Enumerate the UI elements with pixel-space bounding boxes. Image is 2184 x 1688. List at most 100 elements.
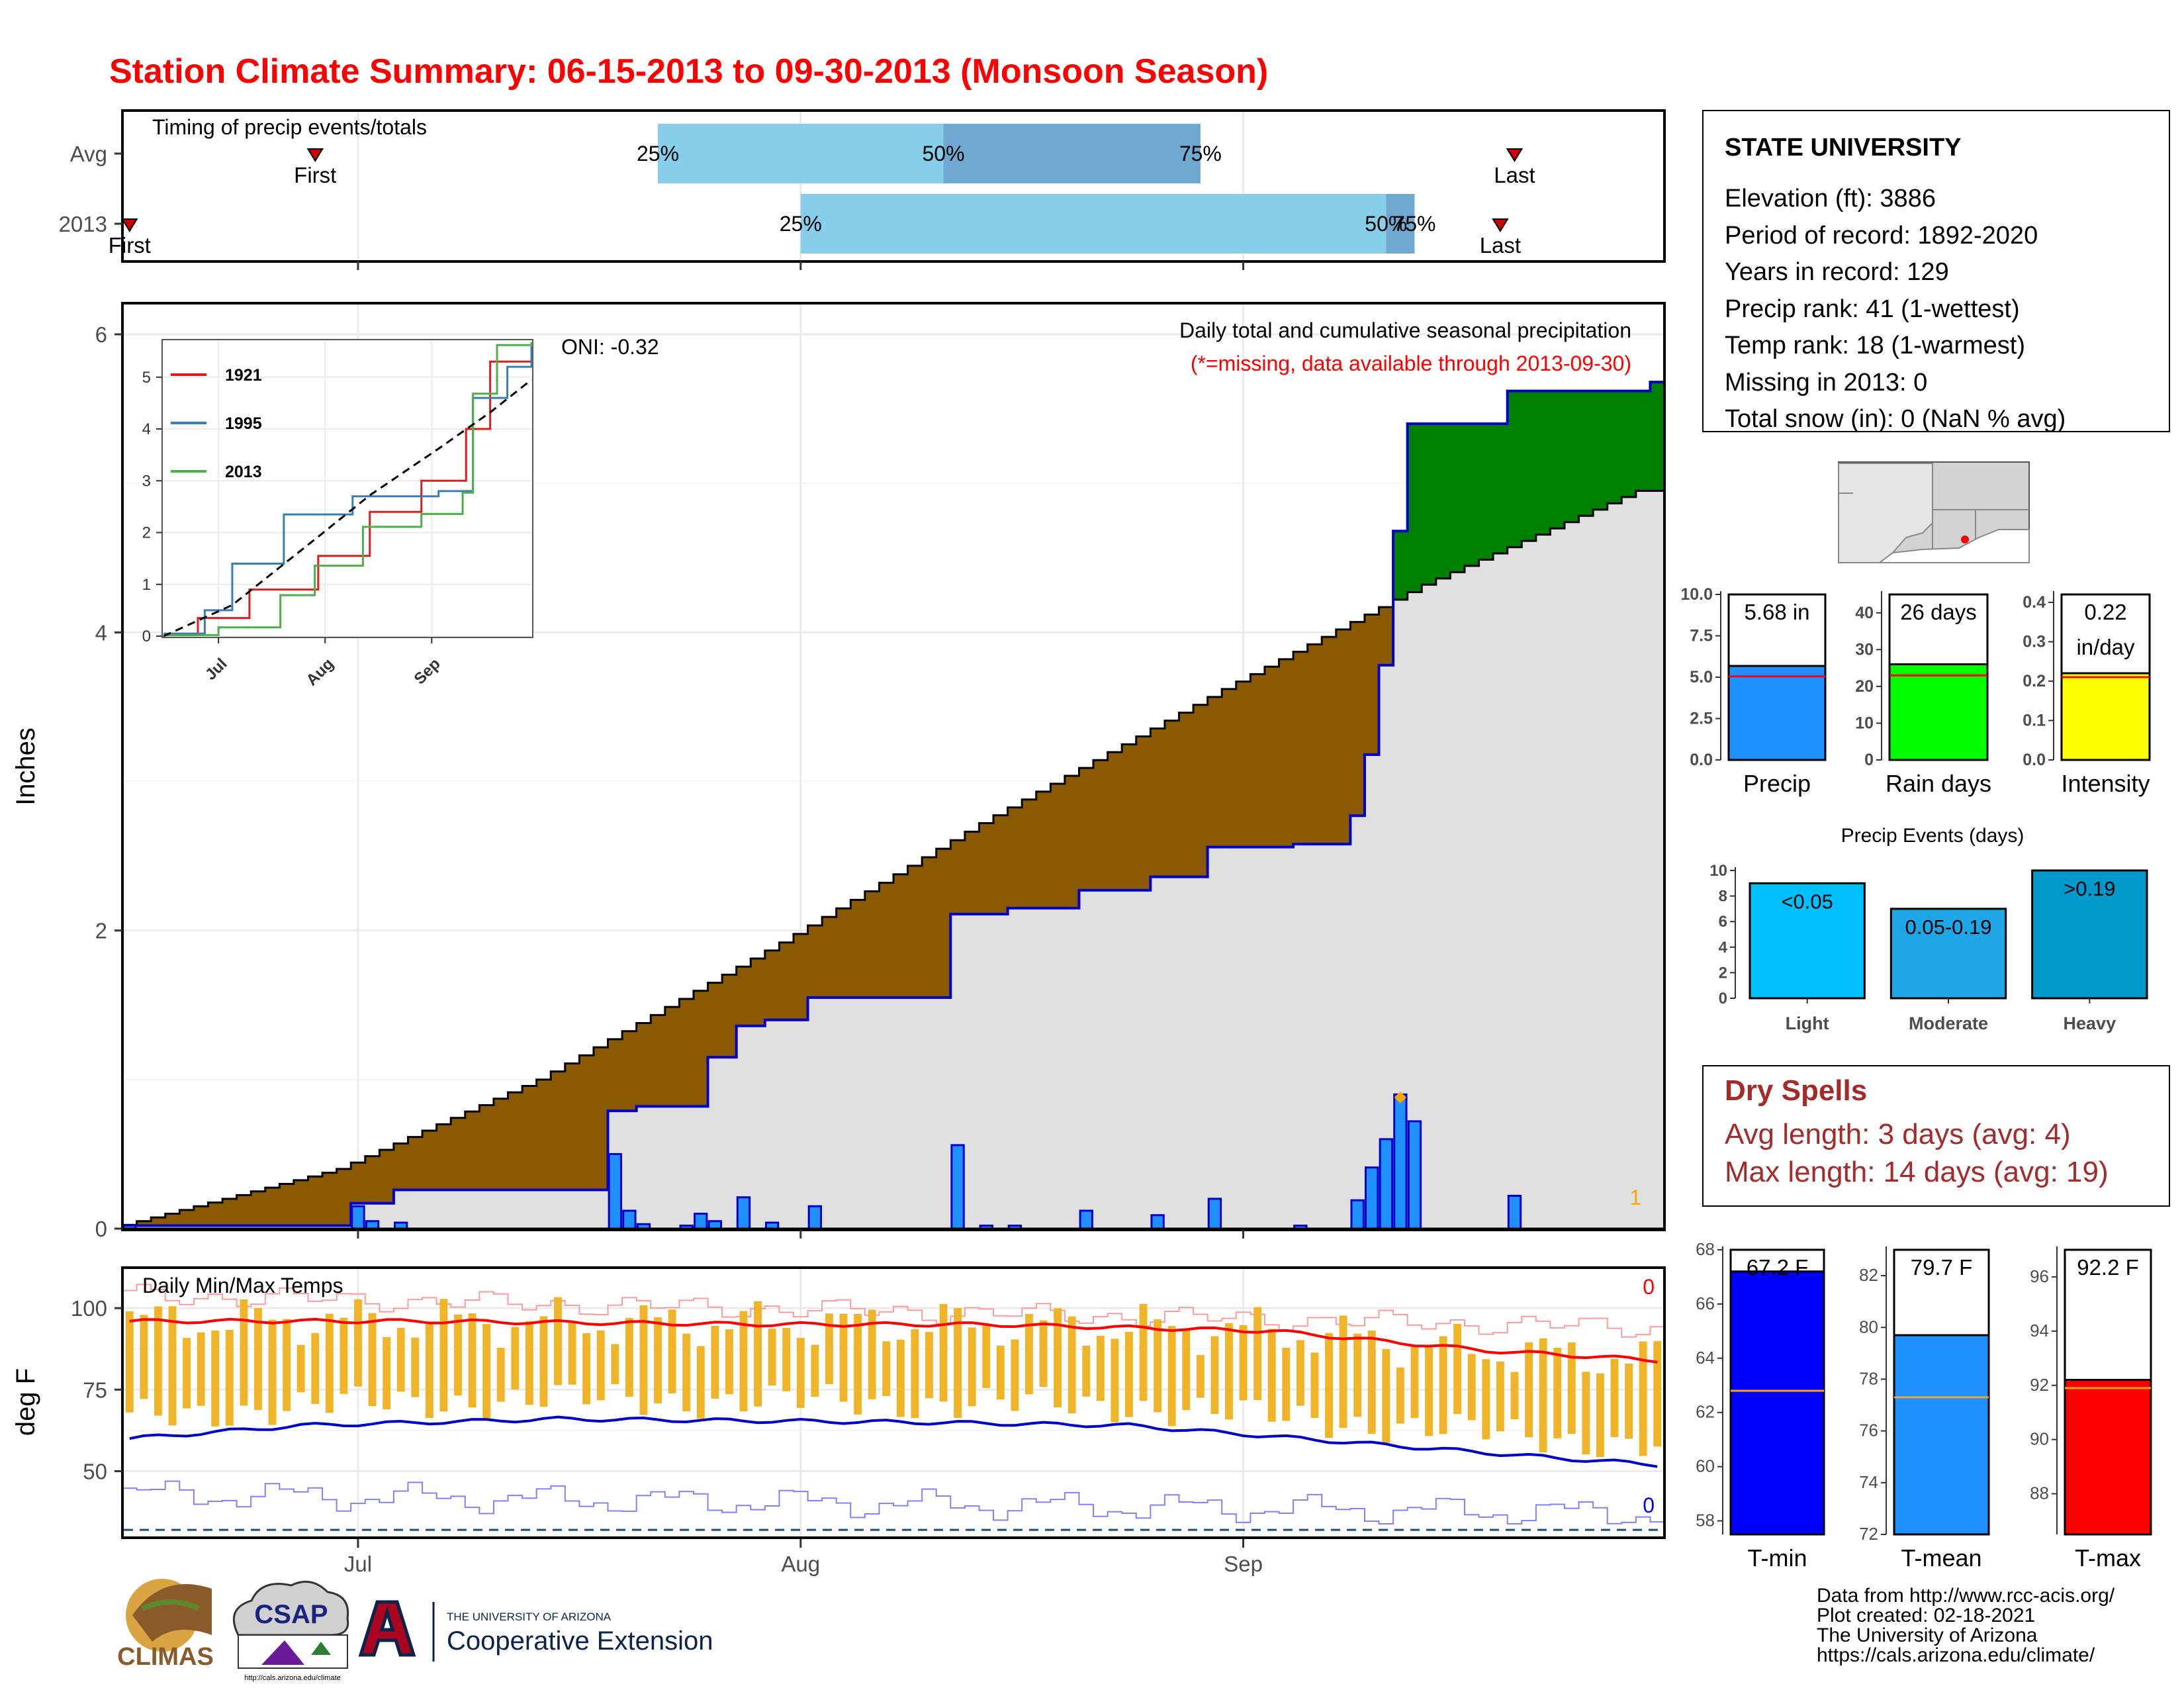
- precip-gray-area: [451, 1190, 466, 1229]
- precip-gray-area: [1307, 844, 1322, 1229]
- csap-logo-text: CSAP: [254, 1600, 328, 1629]
- precip-deficit-area: [1079, 768, 1094, 890]
- precip-deficit-area: [1164, 720, 1180, 877]
- daily-temp-bar: [1353, 1333, 1362, 1417]
- timing-last-marker: [1506, 148, 1524, 162]
- average-min-temp-line: [129, 1415, 1658, 1468]
- daily-temp-bar: [1196, 1354, 1205, 1398]
- daily-precip-bar: [807, 1205, 823, 1230]
- precip-gray-area: [1050, 908, 1066, 1229]
- stat-chart-y-tick-label: 78: [1859, 1368, 1878, 1388]
- stat-chart-y-tick-label: 0: [1864, 751, 1874, 769]
- timing-first-marker: [121, 218, 138, 232]
- daily-precip-bar: [1150, 1214, 1165, 1230]
- precip-gray-area: [636, 1106, 651, 1229]
- stat-chart-rain-days: 0 10 20 30 40 26 days Rain days: [1855, 591, 1991, 797]
- precip-surplus-area: [1450, 424, 1465, 573]
- precip-deficit-area: [1122, 744, 1137, 890]
- timing-row-label-2013: 2013: [59, 212, 107, 236]
- csap-logo-url: http://cals.arizona.edu/climate: [244, 1674, 341, 1682]
- daily-temp-bar: [796, 1338, 805, 1408]
- daily-temp-bar: [425, 1324, 433, 1419]
- precip-gray-area: [436, 1190, 451, 1229]
- stat-chart-y-tick-label: 0.0: [1690, 751, 1713, 769]
- temp-y-tick-label: 75: [83, 1378, 107, 1402]
- ua-logo-line2: Cooperative Extension: [447, 1626, 713, 1656]
- precip-gray-area: [1479, 559, 1494, 1229]
- daily-precip-bar: [950, 1144, 965, 1230]
- precip-gray-area: [1007, 908, 1023, 1229]
- precip-gray-area: [565, 1190, 580, 1229]
- precip-deficit-area: [864, 891, 880, 998]
- daily-precip-bar: [608, 1152, 622, 1230]
- precip-panel: 0 2 4 6 Inches Daily total and cumulative s…: [11, 302, 1666, 1241]
- daily-temp-bar: [140, 1315, 148, 1399]
- daily-temp-bar: [340, 1317, 348, 1394]
- precip-gray-area: [1350, 816, 1365, 1229]
- precip-deficit-area: [636, 1023, 651, 1107]
- stat-chart-y-tick-label: 10.0: [1680, 585, 1713, 604]
- station-precip-rank: Precip rank: 41 (1-wettest): [1725, 295, 2020, 323]
- precip-surplus-area: [1535, 391, 1551, 535]
- precip-deficit-area: [1350, 622, 1365, 816]
- timing-last-label: Last: [1480, 233, 1521, 258]
- precip-gray-area: [651, 1106, 666, 1229]
- daily-precip-bar: [1350, 1199, 1365, 1230]
- daily-temp-bar: [654, 1317, 662, 1404]
- precip-gray-area: [1207, 847, 1222, 1229]
- precip-deficit-area: [1264, 667, 1280, 847]
- daily-temp-bar: [311, 1333, 320, 1404]
- precip-gray-area: [1450, 572, 1465, 1229]
- daily-temp-bar: [925, 1332, 933, 1399]
- precip-gray-area: [408, 1190, 423, 1229]
- precip-deficit-area: [508, 1092, 523, 1190]
- daily-temp-bar: [125, 1311, 134, 1413]
- dry-spells-max: Max length: 14 days (avg: 19): [1725, 1156, 2109, 1188]
- timing-label: Timing of precip events/totals: [152, 115, 427, 139]
- precip-deficit-area: [1022, 799, 1037, 908]
- precip-gray-area: [1364, 754, 1380, 1229]
- daily-temp-bar: [439, 1299, 448, 1412]
- stat-chart-value-label: 79.7 F: [1911, 1255, 1973, 1280]
- footer-plot-date: Plot created: 02-18-2021: [1817, 1605, 2035, 1626]
- daily-temp-bar: [296, 1344, 305, 1393]
- events-y-tick-label: 8: [1719, 888, 1727, 906]
- precip-gray-area: [879, 998, 894, 1229]
- daily-temp-bar: [868, 1309, 876, 1399]
- events-y-tick-label: 6: [1719, 913, 1727, 931]
- precip-gray-area: [1621, 496, 1637, 1229]
- daily-temp-bar: [1282, 1348, 1291, 1421]
- precip-deficit-area: [1236, 681, 1251, 847]
- ua-logo: THE UNIVERSITY OF ARIZONA Cooperative Ex…: [358, 1600, 713, 1662]
- temp-panel: Daily Min/Max Temps deg F 0 0 50 75 100 Jul…: [11, 1266, 1666, 1576]
- daily-temp-bar: [1653, 1340, 1662, 1447]
- precip-gray-area: [1336, 844, 1351, 1229]
- timing-bar-25-50: [800, 194, 1387, 254]
- precip-deficit-area: [664, 1007, 680, 1107]
- temp-x-tick-label: Jul: [344, 1552, 372, 1576]
- daily-temp-bar: [1453, 1323, 1462, 1415]
- precip-surplus-area: [1593, 391, 1608, 510]
- events-category-label: Heavy: [2064, 1013, 2116, 1033]
- daily-temp-bar: [1439, 1336, 1447, 1434]
- temp-panel-bg: [122, 1268, 1664, 1538]
- stat-chart-category-label: Intensity: [2061, 770, 2150, 797]
- precip-gray-area: [893, 998, 909, 1229]
- footer: Data from http://www.rcc-acis.org/ Plot …: [1817, 1585, 2115, 1666]
- precip-stats-charts: 0.0 2.5 5.0 7.5 10.0 5.68 in Precip 0 10 20 30 40 26…: [1680, 585, 2151, 797]
- precip-gray-area: [479, 1190, 494, 1229]
- daily-temp-bar: [354, 1299, 362, 1387]
- precip-deficit-area: [1036, 791, 1051, 908]
- precip-gray-area: [1464, 565, 1480, 1229]
- precip-deficit-area: [151, 1217, 166, 1226]
- daily-temp-bar: [1310, 1352, 1319, 1419]
- timing-last-label: Last: [1494, 163, 1535, 187]
- stat-chart-category-label: T-min: [1748, 1544, 1807, 1571]
- precip-gray-area: [1564, 522, 1580, 1229]
- precip-deficit-area: [893, 874, 909, 998]
- temperature-stat-charts: 58 60 62 64 66 68 67.2 F T-min 72 74 76 78 80 82 79.7 …: [1696, 1239, 2152, 1571]
- inset-y-tick-label: 4: [142, 420, 151, 438]
- precip-y-axis-label: Inches: [11, 727, 40, 806]
- daily-temp-bar: [268, 1319, 277, 1425]
